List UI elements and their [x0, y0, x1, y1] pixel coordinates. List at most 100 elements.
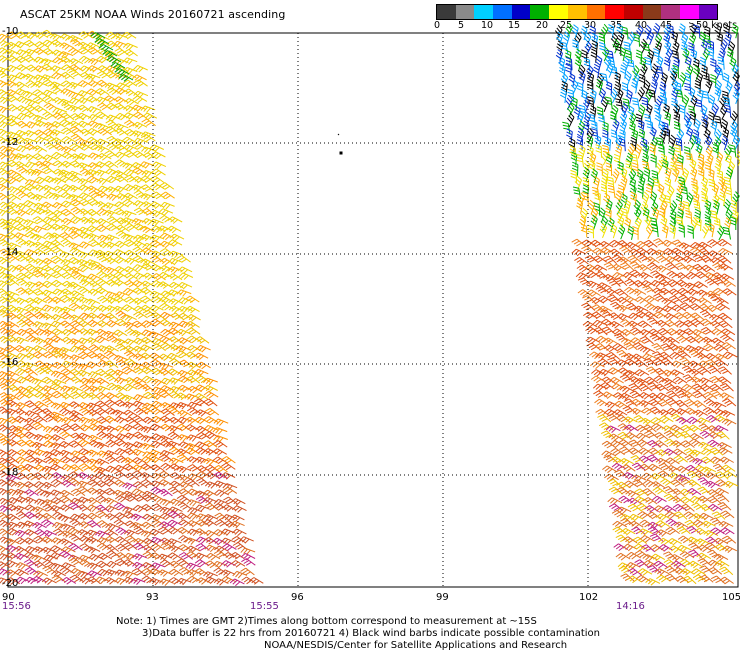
wind-barb [230, 560, 246, 568]
wind-barb [710, 337, 726, 346]
wind-barb [674, 81, 682, 96]
wind-barb [95, 218, 111, 226]
wind-barb [702, 47, 710, 63]
wind-barb [647, 463, 663, 472]
wind-barb [50, 320, 66, 329]
wind-barb [104, 150, 119, 158]
wind-barb [169, 312, 185, 321]
wind-barb [204, 576, 220, 584]
wind-barb [709, 383, 725, 392]
wind-barb [23, 54, 38, 63]
wind-barb [130, 577, 146, 585]
wind-barb [655, 319, 671, 328]
wind-barb [69, 320, 85, 328]
wind-barb [112, 295, 128, 304]
wind-barb [0, 218, 13, 226]
wind-barb [195, 513, 211, 521]
wind-barb [706, 414, 721, 423]
wind-barb [142, 242, 157, 251]
wind-barb [577, 64, 586, 80]
wind-barb [77, 402, 93, 410]
wind-barb [104, 474, 119, 483]
wind-barb [41, 264, 56, 273]
wind-barb [694, 80, 701, 94]
wind-barb [640, 201, 649, 216]
wind-barb [632, 226, 639, 240]
wind-barb [212, 448, 227, 456]
wind-barb [717, 447, 733, 455]
wind-barb [680, 440, 695, 448]
wind-barb [622, 543, 638, 552]
wind-barb [4, 370, 20, 379]
wind-barb [23, 481, 38, 489]
wind-barb [222, 483, 238, 491]
wind-barb [0, 377, 13, 386]
wind-barb [0, 288, 11, 296]
wind-barb [141, 503, 156, 512]
wind-barb [104, 291, 120, 299]
wind-barb [0, 406, 12, 415]
wind-barb [141, 375, 157, 384]
wind-barb [607, 478, 622, 488]
wind-barb [132, 175, 147, 184]
wind-barb [124, 119, 139, 128]
wind-barb [131, 74, 147, 82]
wind-barb [79, 168, 95, 177]
wind-barb [123, 338, 139, 346]
wind-barb [139, 287, 155, 295]
wind-barb [139, 225, 155, 234]
wind-barb [673, 56, 680, 72]
wind-barb [631, 78, 638, 94]
wind-barb [104, 312, 119, 321]
wind-barb [96, 537, 112, 545]
lon-label: 93 [146, 592, 159, 603]
wind-barb [13, 135, 29, 144]
wind-barb [31, 554, 47, 563]
wind-barb [68, 414, 84, 423]
wind-barb [673, 312, 689, 320]
wind-barb [698, 512, 714, 521]
wind-barb [49, 411, 65, 420]
wind-barb [650, 279, 666, 288]
wind-barb [122, 482, 138, 490]
wind-barb [68, 230, 84, 239]
wind-barb [599, 223, 608, 238]
wind-barb [140, 530, 156, 538]
lat-label: -16 [2, 357, 19, 368]
wind-barb [580, 49, 588, 64]
wind-barb [124, 416, 139, 425]
wind-barb [714, 559, 730, 568]
wind-barb [87, 280, 102, 288]
wind-barb [6, 463, 22, 472]
colorbar-tick-label: 30 [584, 20, 597, 31]
wind-barb [16, 95, 32, 104]
wind-barb [114, 536, 130, 544]
wind-barb [195, 409, 211, 417]
wind-barb [96, 254, 111, 263]
wind-barb [723, 480, 739, 489]
wind-barb [213, 464, 228, 473]
wind-barb [132, 95, 148, 103]
wind-barb [640, 280, 656, 288]
wind-barb [697, 441, 713, 450]
wind-barb [203, 384, 218, 393]
wind-barb [582, 191, 589, 206]
wind-barb [94, 38, 110, 47]
wind-barb [658, 544, 673, 552]
wind-barb [701, 90, 710, 104]
wind-barb [697, 158, 705, 174]
wind-barb [703, 128, 711, 143]
wind-barb [688, 542, 703, 551]
wind-barb [77, 439, 93, 447]
wind-barb [650, 270, 665, 279]
wind-barb [706, 153, 714, 168]
wind-barb [51, 425, 67, 434]
wind-barb [32, 506, 48, 514]
wind-barb [104, 305, 120, 313]
wind-barb [41, 240, 57, 249]
wind-barb [104, 50, 120, 58]
wind-barb [668, 295, 684, 304]
wind-barb [679, 496, 695, 505]
wind-barb [625, 562, 641, 570]
wind-barb [85, 169, 101, 177]
